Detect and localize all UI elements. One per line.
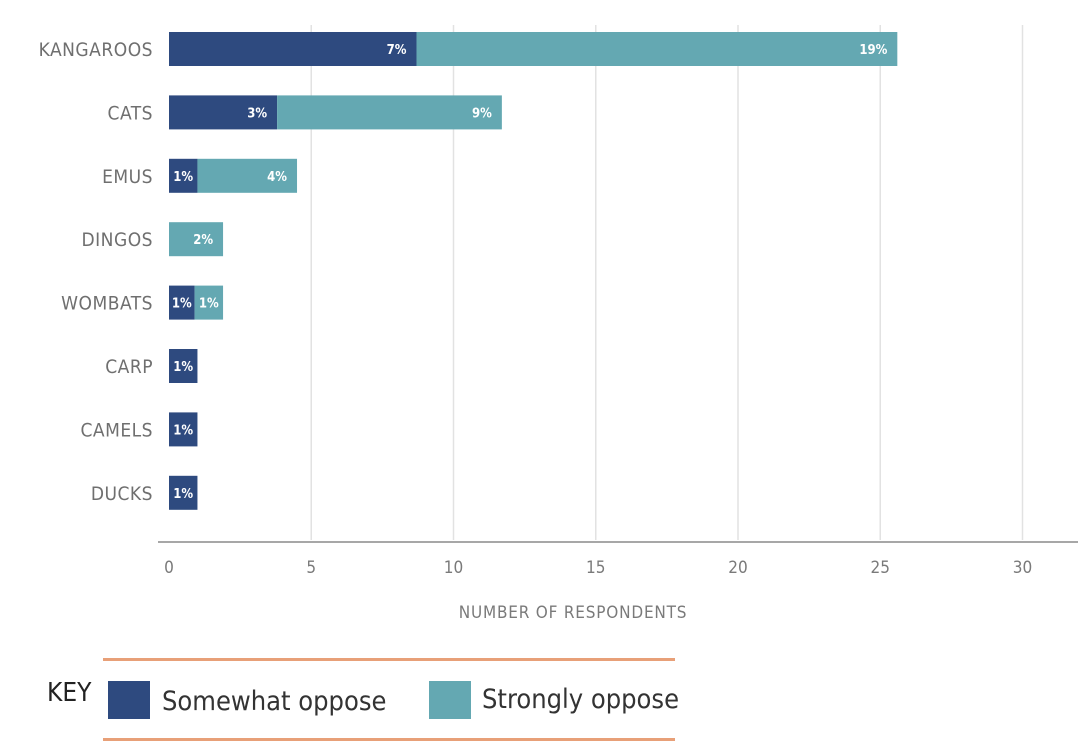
data-label-emus-somewhat-oppose: 1% bbox=[173, 170, 193, 185]
x-axis-title: NUMBER OF RESPONDENTS bbox=[459, 603, 688, 623]
x-tick-label-25: 25 bbox=[871, 558, 890, 578]
category-label-emus: EMUS bbox=[102, 166, 153, 188]
x-tick-label-30: 30 bbox=[1013, 558, 1032, 578]
bar-kangaroos-somewhat-oppose bbox=[169, 32, 417, 66]
category-label-ducks: DUCKS bbox=[91, 483, 153, 505]
data-label-carp-somewhat-oppose: 1% bbox=[173, 360, 193, 375]
category-label-carp: CARP bbox=[105, 356, 153, 378]
x-tick-label-10: 10 bbox=[444, 558, 463, 578]
category-label-camels: CAMELS bbox=[80, 419, 153, 441]
category-label-dingos: DINGOS bbox=[81, 229, 153, 251]
key-swatch-somewhat-oppose bbox=[108, 681, 150, 719]
x-tick-label-20: 20 bbox=[728, 558, 747, 578]
category-labels: KANGAROOS CATS EMUS DINGOS WOMBATS CARP CAMELS… bbox=[39, 39, 153, 505]
bar-carp-somewhat-oppose bbox=[169, 349, 198, 383]
data-label-cats-somewhat-oppose: 3% bbox=[247, 106, 267, 121]
x-axis: 0 5 10 15 20 25 30 bbox=[158, 541, 1078, 578]
bar-wombats-somewhat-oppose bbox=[169, 285, 195, 320]
x-tick-label-15: 15 bbox=[586, 558, 605, 578]
bar-dingos-strongly-oppose bbox=[169, 222, 224, 257]
bar-cats-somewhat-oppose bbox=[169, 95, 278, 130]
data-label-kangaroos-strongly-oppose: 19% bbox=[859, 43, 887, 58]
category-label-wombats: WOMBATS bbox=[61, 293, 153, 315]
key-label-strongly-oppose: Strongly oppose bbox=[482, 684, 680, 715]
bars: 7% 19% 3% 9% 1% 4% 2% 1% 1% 1% 1% 1% bbox=[169, 32, 898, 510]
category-label-cats: CATS bbox=[108, 102, 153, 124]
bar-kangaroos-strongly-oppose bbox=[416, 32, 898, 66]
key-title: KEY bbox=[47, 678, 92, 708]
data-label-ducks-somewhat-oppose: 1% bbox=[173, 487, 193, 502]
data-label-emus-strongly-oppose: 4% bbox=[267, 170, 287, 185]
x-tick-label-5: 5 bbox=[306, 558, 316, 578]
bar-emus-strongly-oppose bbox=[197, 158, 298, 193]
bar-emus-somewhat-oppose bbox=[169, 158, 198, 193]
key-swatch-strongly-oppose bbox=[429, 681, 471, 719]
bar-wombats-strongly-oppose bbox=[194, 285, 224, 320]
data-label-cats-strongly-oppose: 9% bbox=[472, 106, 492, 121]
bar-camels-somewhat-oppose bbox=[169, 412, 198, 447]
bar-ducks-somewhat-oppose bbox=[169, 475, 198, 510]
data-label-camels-somewhat-oppose: 1% bbox=[173, 423, 193, 438]
key-top-rule bbox=[103, 658, 675, 661]
bar-cats-strongly-oppose bbox=[277, 95, 502, 130]
data-label-wombats-strongly-oppose: 1% bbox=[199, 297, 219, 312]
data-label-dingos-strongly-oppose: 2% bbox=[193, 233, 213, 248]
key-label-somewhat-oppose: Somewhat oppose bbox=[162, 686, 387, 717]
x-tick-label-0: 0 bbox=[164, 558, 174, 578]
category-label-kangaroos: KANGAROOS bbox=[39, 39, 153, 61]
bar-chart: 7% 19% 3% 9% 1% 4% 2% 1% 1% 1% 1% 1% KANGAROOS CATS E… bbox=[39, 25, 1078, 623]
data-label-wombats-somewhat-oppose: 1% bbox=[172, 297, 192, 312]
data-label-kangaroos-somewhat-oppose: 7% bbox=[387, 43, 407, 58]
